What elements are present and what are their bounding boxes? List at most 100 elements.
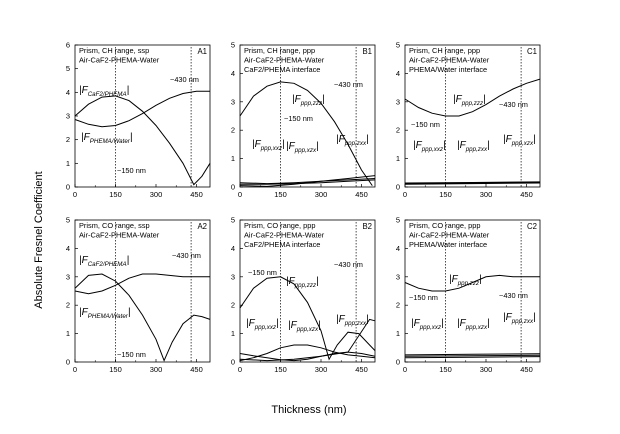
x-tick-label: 150 [439,190,452,199]
y-tick-label: 0 [66,358,70,367]
panel-info-text: Prism, CH range, ppp [409,46,480,55]
panel-info-text: Prism, CH range, ppp [244,46,315,55]
annotation-text: ~150 nm [284,114,313,123]
series-line [239,81,373,186]
annotation-text: ~150 nm [117,166,146,175]
series-label: |Fppp,xxz| [411,318,444,331]
x-tick-label: 0 [73,365,77,374]
y-tick-label: 3 [231,97,235,106]
y-tick-label: 5 [231,216,235,225]
series-line [404,274,540,292]
series-label: |Fppp,xzx| [286,141,319,154]
series-label: |Fppp,xxz| [413,140,446,153]
y-tick-label: 2 [396,301,400,310]
series-label: |FPHEMA/Water| [81,132,132,145]
panel-info-text: Air-CaF2-PHEMA-Water [79,56,160,65]
x-tick-label: 300 [480,190,493,199]
y-tick-label: 2 [66,135,70,144]
y-tick-label: 0 [396,358,400,367]
x-tick-label: 300 [315,190,328,199]
series-label: |Fppp,zxx| [503,312,536,325]
series-label: |Fppp,xxz| [252,139,285,152]
panel-label: B2 [362,222,372,231]
y-tick-label: 4 [396,69,400,78]
annotation-text: ~150 nm [248,268,277,277]
series-line [239,344,376,362]
series-line [404,353,541,356]
y-tick-label: 2 [231,301,235,310]
series-line [404,354,541,357]
panel-b2: 0 150 300 450 0 1 2 3 4 5 Prism, CO range, pppAir-… [231,216,376,374]
series-line [404,78,541,117]
x-tick-label: 150 [274,190,287,199]
x-tick-label: 450 [520,365,533,374]
x-tick-label: 150 [439,365,452,374]
x-tick-label: 0 [403,190,407,199]
y-tick-label: 4 [396,244,400,253]
annotation-text: ~430 nm [499,100,528,109]
series-line [74,90,210,128]
y-tick-label: 3 [66,272,70,281]
y-tick-label: 2 [396,126,400,135]
series-line [239,276,376,361]
annotation-text: ~430 nm [172,251,201,260]
x-tick-label: 450 [355,190,368,199]
plot-frame [74,219,211,363]
y-tick-label: 5 [396,216,400,225]
y-tick-label: 3 [396,97,400,106]
y-tick-label: 0 [66,183,70,192]
series-line [404,181,541,184]
y-tick-label: 6 [66,41,70,50]
panel-info-text: Air-CaF2-PHEMA-Water [79,231,160,240]
x-tick-label: 300 [480,365,493,374]
series-line [239,318,376,362]
y-tick-label: 2 [231,126,235,135]
y-axis-title: Absolute Fresnel Coefficient [33,171,45,308]
y-tick-label: 0 [231,183,235,192]
annotation-text: ~150 nm [411,120,440,129]
y-tick-label: 5 [396,41,400,50]
y-tick-label: 0 [231,358,235,367]
y-tick-label: 3 [396,272,400,281]
panel-info-text: CaF2/PHEMA interface [244,65,320,74]
series-label: |Fppp,zzz| [292,94,325,107]
series-label: |FCaF2/PHEMA| [79,255,129,268]
annotation-text: ~430 nm [170,75,199,84]
panel-label: B1 [362,47,372,56]
series-label: |Fppp,zxx| [336,314,369,327]
y-tick-label: 1 [66,159,70,168]
x-tick-label: 300 [150,190,163,199]
panel-info-text: CaF2/PHEMA interface [244,240,320,249]
series-label: |FPHEMA/Water| [79,307,130,320]
x-tick-label: 450 [520,190,533,199]
y-tick-label: 3 [66,112,70,121]
panel-label: A1 [197,47,207,56]
x-tick-label: 450 [190,365,203,374]
y-tick-label: 1 [66,329,70,338]
panel-c1: 0 150 300 450 0 1 2 3 4 5 Prism, CH range, pppAir-… [396,41,541,199]
x-tick-label: 450 [355,365,368,374]
series-line [404,356,541,359]
panel-label: C2 [527,222,537,231]
series-label: |Fppp,zzz| [449,274,482,287]
plot-frame [239,219,376,363]
y-tick-label: 1 [231,154,235,163]
x-tick-label: 150 [274,365,287,374]
panel-info-text: Air-CaF2-PHEMA-Water [244,56,325,65]
y-tick-label: 5 [66,216,70,225]
y-tick-label: 5 [66,64,70,73]
series-line [74,273,211,362]
annotation-text: ~430 nm [334,260,363,269]
series-label: |Fppp,xxz| [246,318,279,331]
panel-a1: 0 150 300 450 0 1 2 3 4 5 6 Prism, CH range, sspAir… [66,41,211,199]
panel-info-text: PHEMA/Water interface [409,240,487,249]
y-tick-label: 1 [396,154,400,163]
annotation-text: ~430 nm [334,80,363,89]
x-tick-label: 0 [238,190,242,199]
panel-info-text: Air-CaF2-PHEMA-Water [244,231,325,240]
plot-frame [404,44,541,188]
y-tick-label: 4 [231,69,235,78]
y-tick-label: 2 [66,301,70,310]
panel-info-text: Prism, CO range, ppp [409,221,480,230]
